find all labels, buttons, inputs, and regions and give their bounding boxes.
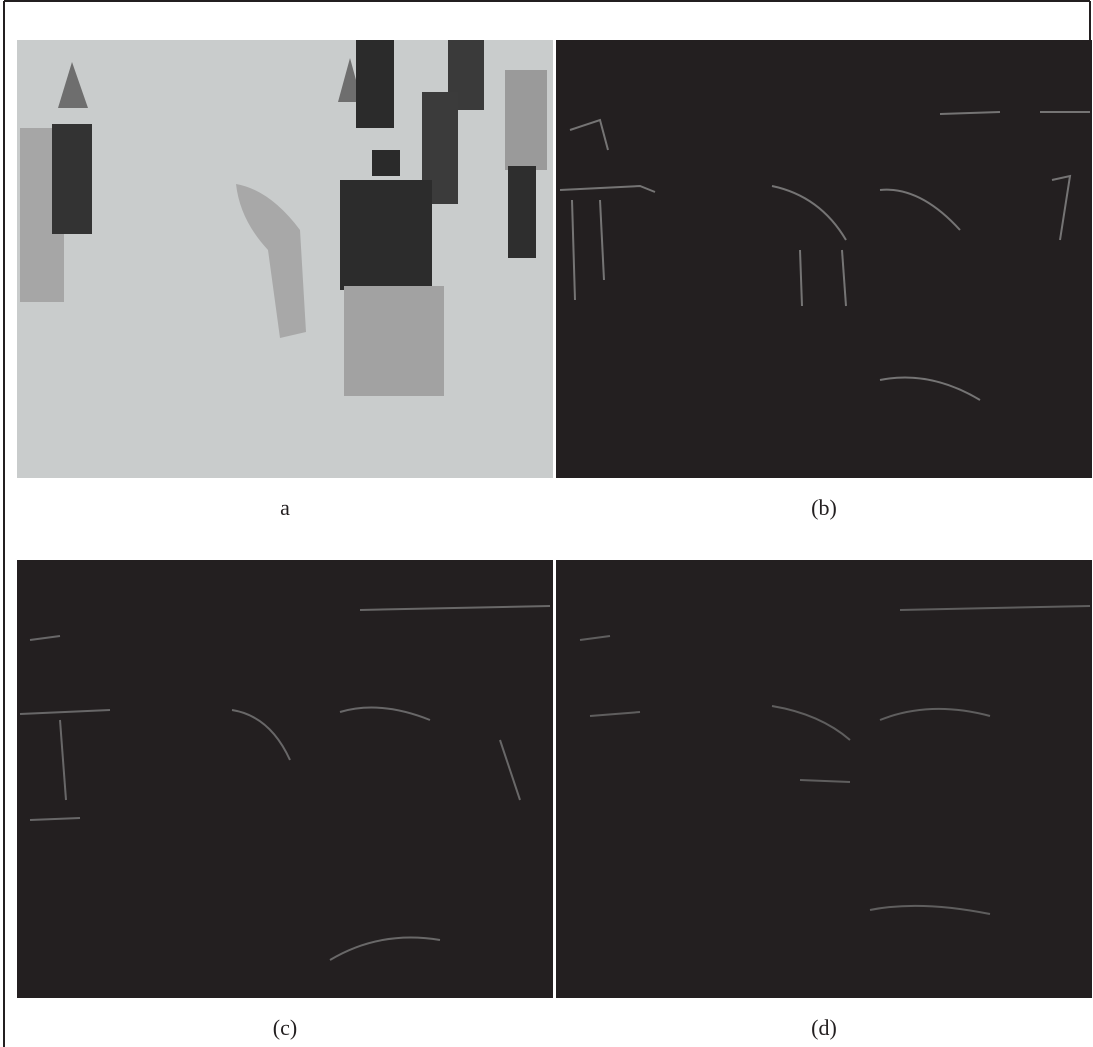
panel-d-image bbox=[556, 560, 1092, 998]
panel-a-image bbox=[17, 40, 553, 478]
panel-caption: (b) bbox=[811, 495, 837, 520]
panel-b-image bbox=[556, 40, 1092, 478]
panel-c-image bbox=[17, 560, 553, 998]
panel-caption: (d) bbox=[811, 1015, 837, 1040]
panel-caption: (c) bbox=[273, 1015, 297, 1040]
panel-caption: a bbox=[280, 495, 290, 520]
